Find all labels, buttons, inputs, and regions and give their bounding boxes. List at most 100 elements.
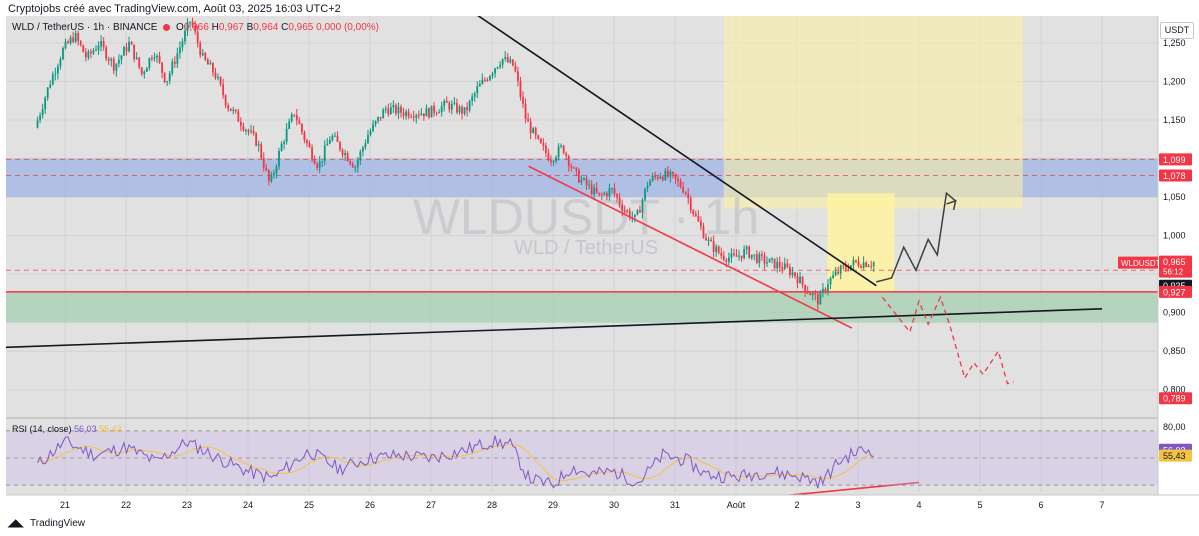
candle-body [234,109,237,112]
currency-unit-button[interactable]: USDT [1160,22,1194,39]
candle-body [369,130,372,136]
x-tick-label: 7 [1099,500,1104,510]
candle-body [145,68,148,72]
legend-symbol[interactable]: WLD / TetherUS · 1h · BINANCE [12,22,158,33]
candle-body [326,143,329,146]
legend-close: 0,965 [288,22,314,33]
candle-body [542,143,545,146]
projection-up-path [876,191,957,283]
candle-body [69,37,72,44]
candle-body [377,116,380,121]
candle-body [466,107,468,111]
x-tick-label: 3 [855,500,860,510]
countdown-label: 56:12 [1163,268,1184,277]
candle-body [847,268,850,271]
candle-body [809,293,812,296]
price-tag [1159,153,1192,166]
candle-body [100,41,102,47]
candle-body [90,51,92,54]
candle-body [796,276,799,284]
legend-high-label: H [211,22,219,33]
rsi-label[interactable]: RSI (14, close) [12,424,72,434]
candle-body [598,192,601,195]
candle-body [392,105,395,108]
candle-body [496,67,499,69]
candle-body [125,47,128,52]
candle-body [743,249,746,259]
candle-body [547,153,550,161]
candle-body [72,37,75,42]
symbol-tag-label: WLDUSDT [1121,259,1161,268]
candle-body [801,276,804,285]
candle-body [532,128,535,134]
rsi-ma-tag-label: 55,43 [1163,451,1186,461]
candle-body [694,213,697,216]
candle-body [270,175,273,182]
x-tick-label: 22 [121,500,131,510]
candle-body [316,163,319,168]
candle-body [517,71,519,81]
candle-body [49,84,52,88]
candle-body [616,194,618,198]
candle-body [128,42,130,52]
candle-body [476,86,479,94]
y-tick-label: 1,000 [1163,231,1186,241]
candle-body [827,284,829,292]
candle-body [344,153,346,155]
candle-body [705,237,707,241]
candle-body [163,72,166,83]
y-tick-label: 1,050 [1163,192,1186,202]
candle-body [402,112,405,116]
candle-body [733,253,735,256]
x-tick-label: 31 [670,500,680,510]
candle-body [862,262,865,268]
candle-body [738,255,740,257]
candle-body [331,135,334,141]
candle-body [219,77,222,85]
candle-body [804,284,807,292]
candle-body [750,254,753,258]
candle-body [646,185,649,189]
candle-body [298,120,301,124]
candle-body [410,116,413,118]
price-tag [1159,285,1192,298]
candle-body [412,116,415,118]
x-tick-label: 21 [60,500,70,510]
candle-body [189,21,191,23]
candle-body [59,59,62,67]
candle-body [156,55,158,58]
time-axis [6,495,1199,512]
candle-body [148,58,151,69]
candle-body [771,258,773,260]
candle-body [36,120,39,128]
candle-body [794,272,796,277]
candle-body [120,55,123,60]
candle-body [74,33,77,42]
candle-body [740,255,743,259]
candle-body [54,73,57,75]
candle-body [387,108,390,115]
candle-body [222,84,224,96]
candle-body [186,22,189,31]
candle-body [829,278,832,285]
candle-body [672,171,674,174]
chart-plot-area[interactable]: WLDUSDT · 1h WLD / TetherUS 1,250 1,200 1,15… [6,16,1199,512]
candle-body [354,167,357,169]
candle-body [255,133,258,146]
candle-body [102,41,105,48]
candle-body [168,73,171,82]
candle-body [684,192,687,194]
candle-body [697,215,700,222]
candle-body [656,176,659,179]
rsi-legend: RSI (14, close) 56,03 55,43 [12,424,122,434]
x-tick-label: 2 [794,500,799,510]
candle-body [374,120,377,125]
footer-brand: ◢◣ TradingView [8,518,85,529]
candle-body [664,170,667,180]
zone-green [6,291,1158,323]
candle-body [450,103,453,110]
candle-body [153,57,156,59]
candle-body [534,128,537,136]
